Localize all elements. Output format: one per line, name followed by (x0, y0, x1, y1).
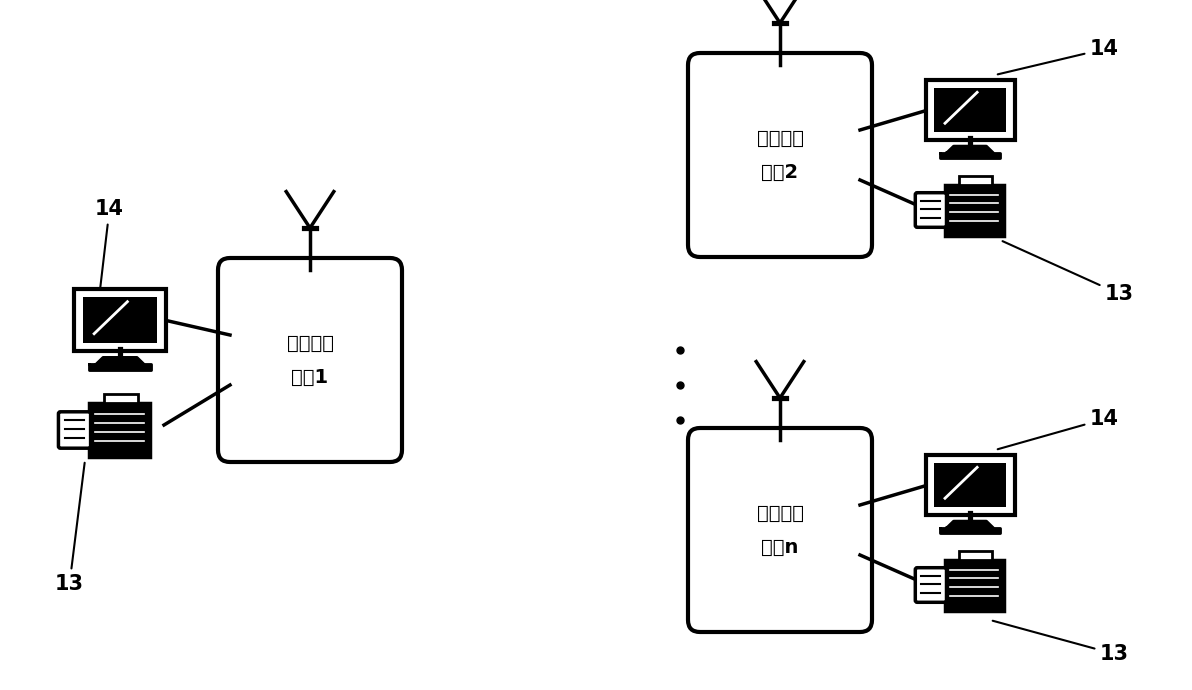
Polygon shape (946, 521, 993, 528)
Polygon shape (946, 146, 993, 153)
Bar (104, 395, 138, 403)
Text: 短波传真
设备n: 短波传真 设备n (757, 504, 803, 557)
FancyBboxPatch shape (58, 412, 91, 449)
Polygon shape (940, 153, 1000, 158)
Bar (935, 463, 1006, 507)
FancyBboxPatch shape (915, 568, 946, 602)
Text: 14: 14 (998, 39, 1119, 75)
FancyBboxPatch shape (218, 258, 402, 462)
Text: 13: 13 (1002, 241, 1134, 304)
Polygon shape (95, 357, 144, 364)
FancyBboxPatch shape (925, 455, 1014, 515)
Bar (960, 177, 992, 184)
Polygon shape (89, 364, 151, 370)
Bar (944, 560, 1004, 611)
FancyBboxPatch shape (74, 289, 166, 351)
FancyBboxPatch shape (688, 53, 873, 257)
Text: 短波传真
设备2: 短波传真 设备2 (757, 128, 803, 181)
Bar (944, 184, 1004, 235)
FancyBboxPatch shape (915, 193, 946, 227)
Text: 13: 13 (993, 621, 1129, 664)
Bar (960, 551, 992, 560)
Polygon shape (940, 528, 1000, 533)
Bar (83, 297, 157, 343)
FancyBboxPatch shape (688, 428, 873, 632)
Text: 14: 14 (998, 409, 1119, 449)
Text: 14: 14 (95, 199, 124, 287)
Text: 13: 13 (55, 463, 85, 594)
Text: 短波传真
设备1: 短波传真 设备1 (286, 333, 334, 386)
Bar (88, 403, 150, 457)
Bar (935, 88, 1006, 132)
FancyBboxPatch shape (925, 80, 1014, 139)
